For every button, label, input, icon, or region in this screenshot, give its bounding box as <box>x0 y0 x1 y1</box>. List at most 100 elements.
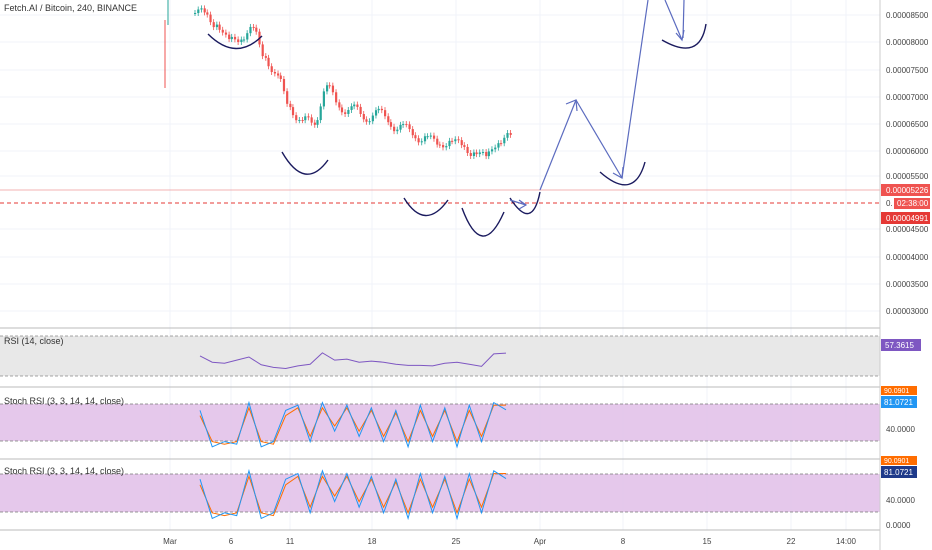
candle-body <box>286 91 289 104</box>
candle-body <box>203 8 206 13</box>
price-pane[interactable] <box>0 0 880 530</box>
stoch2-value-tag <box>881 466 917 478</box>
candle-body <box>335 92 338 103</box>
candle-body <box>356 104 359 107</box>
candle-body <box>436 138 439 145</box>
candle-body <box>438 144 441 146</box>
candle-body <box>326 85 329 92</box>
candle-body <box>429 135 432 137</box>
candle-body <box>344 112 347 114</box>
stoch-pane-1[interactable] <box>0 400 880 449</box>
candle-body <box>200 8 203 10</box>
candle-body <box>261 44 264 57</box>
rsi-value-tag <box>881 339 921 351</box>
candle-body <box>279 75 282 79</box>
candle-body <box>273 72 277 74</box>
candle-body <box>503 137 506 144</box>
candle-body <box>432 135 436 139</box>
candle-body <box>466 146 469 154</box>
candle-body <box>509 133 512 135</box>
candle-body <box>347 109 350 114</box>
candle-body <box>233 36 237 40</box>
arrow-path-3 <box>621 0 649 179</box>
price-axis[interactable]: 0.00008500 0.00008000 0.00007500 0.00007000… <box>879 0 930 550</box>
price-tick: 0.00007500 <box>886 66 929 75</box>
arc-6 <box>599 161 646 186</box>
candle-body <box>426 136 429 138</box>
candle-body <box>500 143 503 145</box>
candle-body <box>423 136 427 142</box>
candle-body <box>313 122 316 125</box>
candle-body <box>487 151 490 157</box>
stoch1-tick: 40.0000 <box>886 425 915 434</box>
rsi-pane[interactable] <box>0 335 880 377</box>
last-price-tag <box>881 184 930 196</box>
stoch2-tick-bottom: 0.0000 <box>886 521 911 530</box>
price-tick: 0.00003500 <box>886 280 929 289</box>
stoch-k-line-2 <box>199 468 507 521</box>
candle-body <box>212 22 215 28</box>
price-tick: 0.00006000 <box>886 147 929 156</box>
candle-body <box>291 107 295 116</box>
price-tick: 0.00004000 <box>886 253 929 262</box>
candle-body <box>377 108 380 111</box>
drawing-arrows <box>509 0 685 210</box>
arrow-path-6 <box>509 199 527 206</box>
candle-body <box>389 122 393 127</box>
arrow-path-2 <box>575 99 623 179</box>
candle-body <box>490 149 494 152</box>
candle-body <box>368 121 371 123</box>
countdown-text: 02:38:00 <box>897 199 929 208</box>
candle-body <box>295 115 298 121</box>
candlesticks <box>194 5 512 160</box>
time-tick: 25 <box>452 537 461 546</box>
stoch-k-line-1 <box>199 400 507 449</box>
candle-body <box>485 152 488 157</box>
candle-body <box>277 73 280 76</box>
candle-body <box>445 146 448 148</box>
candle-body <box>362 114 365 120</box>
candle-body <box>408 124 411 130</box>
candle-body <box>264 56 267 58</box>
price-axis-ticks: 0.00008500 0.00008000 0.00007500 0.00007000… <box>886 11 929 316</box>
candle-body <box>307 116 310 118</box>
candle-body <box>457 139 460 141</box>
candle-body <box>209 14 212 23</box>
vertical-gridlines <box>169 0 847 530</box>
candle-body <box>475 152 478 155</box>
time-tick: 14:00 <box>836 537 857 546</box>
candle-body <box>405 124 408 126</box>
arc-2 <box>281 151 329 175</box>
time-tick: Apr <box>534 537 547 546</box>
candle-body <box>478 152 481 155</box>
time-tick: 18 <box>368 537 377 546</box>
stoch-label-1: Stoch RSI (3, 3, 14, 14, close) <box>4 396 125 406</box>
candle-body <box>350 106 353 110</box>
candle-body <box>417 138 420 143</box>
last-price-text: 0.00005226 <box>886 186 929 195</box>
time-axis[interactable]: Mar 6 11 18 25 Apr 8 15 22 14:00 <box>163 537 856 546</box>
candle-body <box>463 145 466 147</box>
price-tick: 0.00004500 <box>886 225 929 234</box>
candle-body <box>481 152 485 154</box>
stoch-pane-2[interactable] <box>0 468 880 521</box>
candle-body <box>448 140 451 147</box>
stoch2-top-text: 90.0901 <box>884 458 909 465</box>
candle-body <box>469 153 472 156</box>
candle-body <box>252 26 255 28</box>
time-tick: 15 <box>703 537 712 546</box>
candle-body <box>206 12 209 15</box>
price-tick: 0.00008500 <box>886 11 929 20</box>
candle-body <box>396 129 399 132</box>
candle-body <box>255 27 258 32</box>
candle-body <box>197 9 200 13</box>
stoch2-value-text: 81.0721 <box>884 468 913 477</box>
price-tick: 0.00003000 <box>886 307 929 316</box>
stoch1-top-tag <box>881 386 917 395</box>
stoch1-value-text: 81.0721 <box>884 398 913 407</box>
rsi-line <box>199 352 507 369</box>
countdown-tag <box>894 198 930 209</box>
candle-body <box>506 133 509 138</box>
candle-body <box>242 39 246 41</box>
